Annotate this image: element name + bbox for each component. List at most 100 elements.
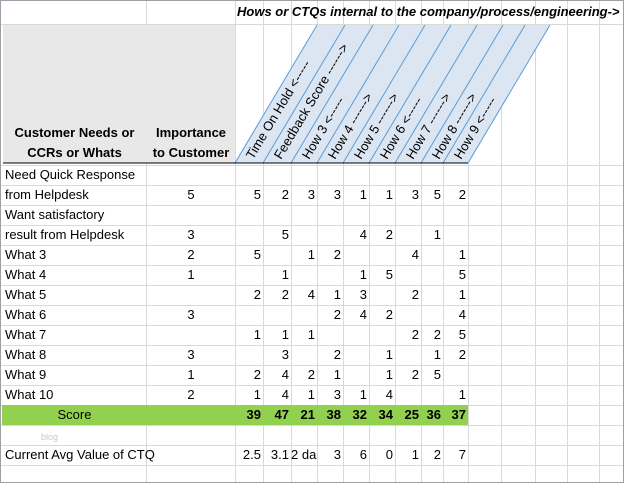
matrix-cell[interactable]: 2	[307, 367, 315, 382]
matrix-cell[interactable]: 5	[433, 367, 441, 382]
matrix-cell[interactable]	[343, 165, 369, 185]
matrix-cell[interactable]	[443, 205, 468, 225]
matrix-cell[interactable]	[421, 165, 443, 185]
matrix-cell[interactable]	[369, 325, 395, 345]
matrix-cell[interactable]	[235, 345, 263, 365]
matrix-cell[interactable]: 3	[359, 287, 367, 302]
matrix-cell[interactable]	[443, 225, 468, 245]
matrix-cell[interactable]: 4	[281, 367, 289, 382]
matrix-cell[interactable]	[395, 265, 421, 285]
matrix-cell[interactable]: 3	[307, 187, 315, 202]
importance-cell[interactable]: 3	[187, 307, 195, 322]
matrix-cell[interactable]	[395, 385, 421, 405]
score-cell[interactable]: 39	[246, 407, 261, 422]
matrix-cell[interactable]: 1	[307, 247, 315, 262]
matrix-cell[interactable]: 1	[458, 287, 466, 302]
current-avg-cell[interactable]: 6	[359, 447, 367, 462]
matrix-cell[interactable]: 1	[433, 227, 441, 242]
matrix-cell[interactable]: 5	[281, 227, 289, 242]
matrix-cell[interactable]: 2	[458, 347, 466, 362]
matrix-cell[interactable]	[263, 305, 291, 325]
importance-cell[interactable]: 2	[187, 247, 195, 262]
score-cell[interactable]: 21	[300, 407, 315, 422]
score-cell[interactable]: 37	[451, 407, 466, 422]
matrix-cell[interactable]: 2	[385, 307, 393, 322]
matrix-cell[interactable]	[343, 365, 369, 385]
need-cell[interactable]: Want satisfactory	[5, 207, 105, 222]
matrix-cell[interactable]	[343, 205, 369, 225]
need-cell[interactable]: What 3	[5, 247, 47, 262]
matrix-cell[interactable]: 1	[359, 187, 367, 202]
matrix-cell[interactable]	[395, 225, 421, 245]
matrix-cell[interactable]: 1	[385, 187, 393, 202]
matrix-cell[interactable]: 2	[385, 227, 393, 242]
matrix-cell[interactable]: 5	[253, 247, 261, 262]
matrix-cell[interactable]: 2	[411, 327, 419, 342]
need-cell[interactable]: Need Quick Response	[5, 167, 136, 182]
matrix-cell[interactable]	[235, 225, 263, 245]
matrix-cell[interactable]	[235, 205, 263, 225]
matrix-cell[interactable]: 1	[281, 267, 289, 282]
matrix-cell[interactable]	[235, 165, 263, 185]
matrix-cell[interactable]: 4	[359, 227, 367, 242]
matrix-cell[interactable]: 2	[281, 287, 289, 302]
matrix-cell[interactable]	[421, 265, 443, 285]
matrix-cell[interactable]: 2	[333, 307, 341, 322]
matrix-cell[interactable]: 1	[385, 347, 393, 362]
matrix-cell[interactable]: 2	[433, 327, 441, 342]
importance-cell[interactable]: 3	[187, 347, 195, 362]
customer-needs-header[interactable]: Customer Needs or CCRs or Whats	[3, 123, 146, 163]
matrix-cell[interactable]: 1	[433, 347, 441, 362]
matrix-cell[interactable]: 1	[253, 387, 261, 402]
importance-header[interactable]: Importance to Customer	[147, 123, 235, 163]
current-avg-cell[interactable]: 2	[433, 447, 441, 462]
matrix-cell[interactable]	[421, 245, 443, 265]
matrix-cell[interactable]: 4	[458, 307, 466, 322]
importance-cell[interactable]: 3	[187, 227, 195, 242]
score-cell[interactable]: 34	[378, 407, 393, 422]
matrix-cell[interactable]	[235, 265, 263, 285]
matrix-cell[interactable]	[343, 345, 369, 365]
score-cell[interactable]: 47	[274, 407, 289, 422]
matrix-cell[interactable]	[421, 205, 443, 225]
matrix-cell[interactable]	[263, 245, 291, 265]
matrix-cell[interactable]: 1	[307, 327, 315, 342]
score-label[interactable]: Score	[57, 407, 92, 422]
need-cell[interactable]: What 6	[5, 307, 47, 322]
matrix-cell[interactable]	[317, 325, 343, 345]
matrix-cell[interactable]	[317, 265, 343, 285]
matrix-cell[interactable]	[263, 165, 291, 185]
matrix-cell[interactable]: 2	[411, 287, 419, 302]
matrix-cell[interactable]: 2	[253, 287, 261, 302]
matrix-cell[interactable]: 1	[458, 247, 466, 262]
current-avg-cell[interactable]: 3	[333, 447, 341, 462]
matrix-cell[interactable]: 3	[411, 187, 419, 202]
current-avg-cell[interactable]: 3.1	[270, 447, 289, 462]
matrix-cell[interactable]	[369, 285, 395, 305]
score-cell[interactable]: 32	[352, 407, 367, 422]
matrix-cell[interactable]	[443, 165, 468, 185]
need-cell[interactable]: What 10	[5, 387, 54, 402]
matrix-cell[interactable]: 1	[281, 327, 289, 342]
importance-cell[interactable]	[147, 205, 235, 225]
matrix-cell[interactable]: 2	[333, 247, 341, 262]
matrix-cell[interactable]	[263, 205, 291, 225]
matrix-cell[interactable]	[395, 205, 421, 225]
matrix-cell[interactable]: 1	[333, 287, 341, 302]
matrix-cell[interactable]: 2	[253, 367, 261, 382]
matrix-cell[interactable]: 1	[333, 367, 341, 382]
matrix-cell[interactable]: 4	[307, 287, 315, 302]
matrix-cell[interactable]: 2	[333, 347, 341, 362]
score-cell[interactable]: 25	[404, 407, 419, 422]
matrix-cell[interactable]: 5	[458, 267, 466, 282]
importance-cell[interactable]: 1	[187, 267, 195, 282]
matrix-cell[interactable]: 4	[411, 247, 419, 262]
current-avg-cell[interactable]: 2 da	[291, 447, 317, 462]
matrix-cell[interactable]: 1	[359, 267, 367, 282]
matrix-cell[interactable]: 1	[458, 387, 466, 402]
need-cell[interactable]: What 4	[5, 267, 47, 282]
score-cell[interactable]: 36	[426, 407, 441, 422]
matrix-cell[interactable]	[291, 345, 317, 365]
matrix-cell[interactable]: 2	[411, 367, 419, 382]
matrix-cell[interactable]	[421, 285, 443, 305]
